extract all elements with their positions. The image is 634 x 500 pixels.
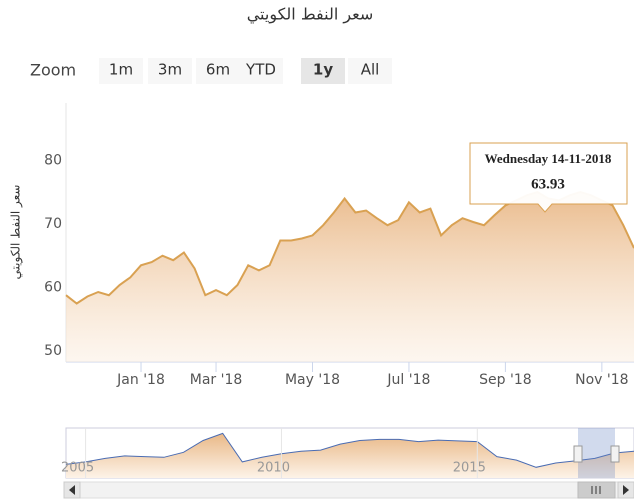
x-tick-label: Nov '18	[575, 372, 628, 388]
arrow-right	[623, 485, 629, 495]
y-tick-label: 50	[44, 343, 62, 359]
x-tick-label: Jul '18	[386, 372, 430, 388]
range-button[interactable]	[148, 58, 192, 84]
tooltip-value: 63.93	[531, 176, 565, 192]
range-button[interactable]	[239, 58, 283, 84]
range-button-label[interactable]: 1m	[109, 61, 133, 79]
x-tick-label: Sep '18	[479, 372, 532, 388]
y-tick-label: 60	[44, 280, 62, 296]
range-button-label[interactable]: 6m	[206, 61, 230, 79]
range-button-label[interactable]: 1y	[313, 61, 333, 79]
scrollbar-track[interactable]	[63, 481, 634, 499]
tooltip-title: Wednesday 14-11-2018	[485, 151, 612, 166]
navigator-line	[65, 432, 634, 468]
range-button-label[interactable]: All	[361, 61, 380, 79]
zoom-label: Zoom	[30, 61, 76, 80]
y-axis-title: سعر النفط الكويتي	[9, 185, 24, 280]
x-tick-label: May '18	[285, 372, 340, 388]
x-tick-label: Mar '18	[190, 372, 243, 388]
range-button[interactable]	[196, 58, 240, 84]
plot-area: 50 60 70 80 Jan '18 Mar '18 May '18 Jul '18 Sep …	[44, 103, 634, 388]
range-button[interactable]	[301, 58, 345, 84]
tooltip: Wednesday 14-11-2018 63.93	[469, 142, 628, 213]
navigator-label: 2005	[61, 461, 94, 476]
x-tick-label: Jan '18	[116, 372, 165, 388]
range-button[interactable]	[348, 58, 392, 84]
y-tick-label: 70	[44, 216, 62, 232]
navigator-mask[interactable]	[578, 428, 615, 478]
chart-title: سعر النفط الكويتي	[247, 5, 374, 25]
range-button[interactable]	[99, 58, 143, 84]
navigator-handle[interactable]	[573, 445, 583, 463]
navigator-handle[interactable]	[610, 445, 620, 463]
range-button-label[interactable]: YTD	[245, 61, 276, 79]
navigator-label: 2015	[453, 461, 486, 476]
navigator-area	[66, 433, 634, 478]
y-tick-label: 80	[44, 152, 62, 168]
tooltip-box	[469, 142, 628, 213]
thumb-grip	[591, 486, 601, 494]
navigator-label: 2010	[257, 461, 290, 476]
area-fill	[66, 192, 634, 362]
navigator: 2005 2010 2015	[61, 428, 634, 478]
arrow-left	[69, 485, 75, 495]
range-button-label[interactable]: 3m	[158, 61, 182, 79]
